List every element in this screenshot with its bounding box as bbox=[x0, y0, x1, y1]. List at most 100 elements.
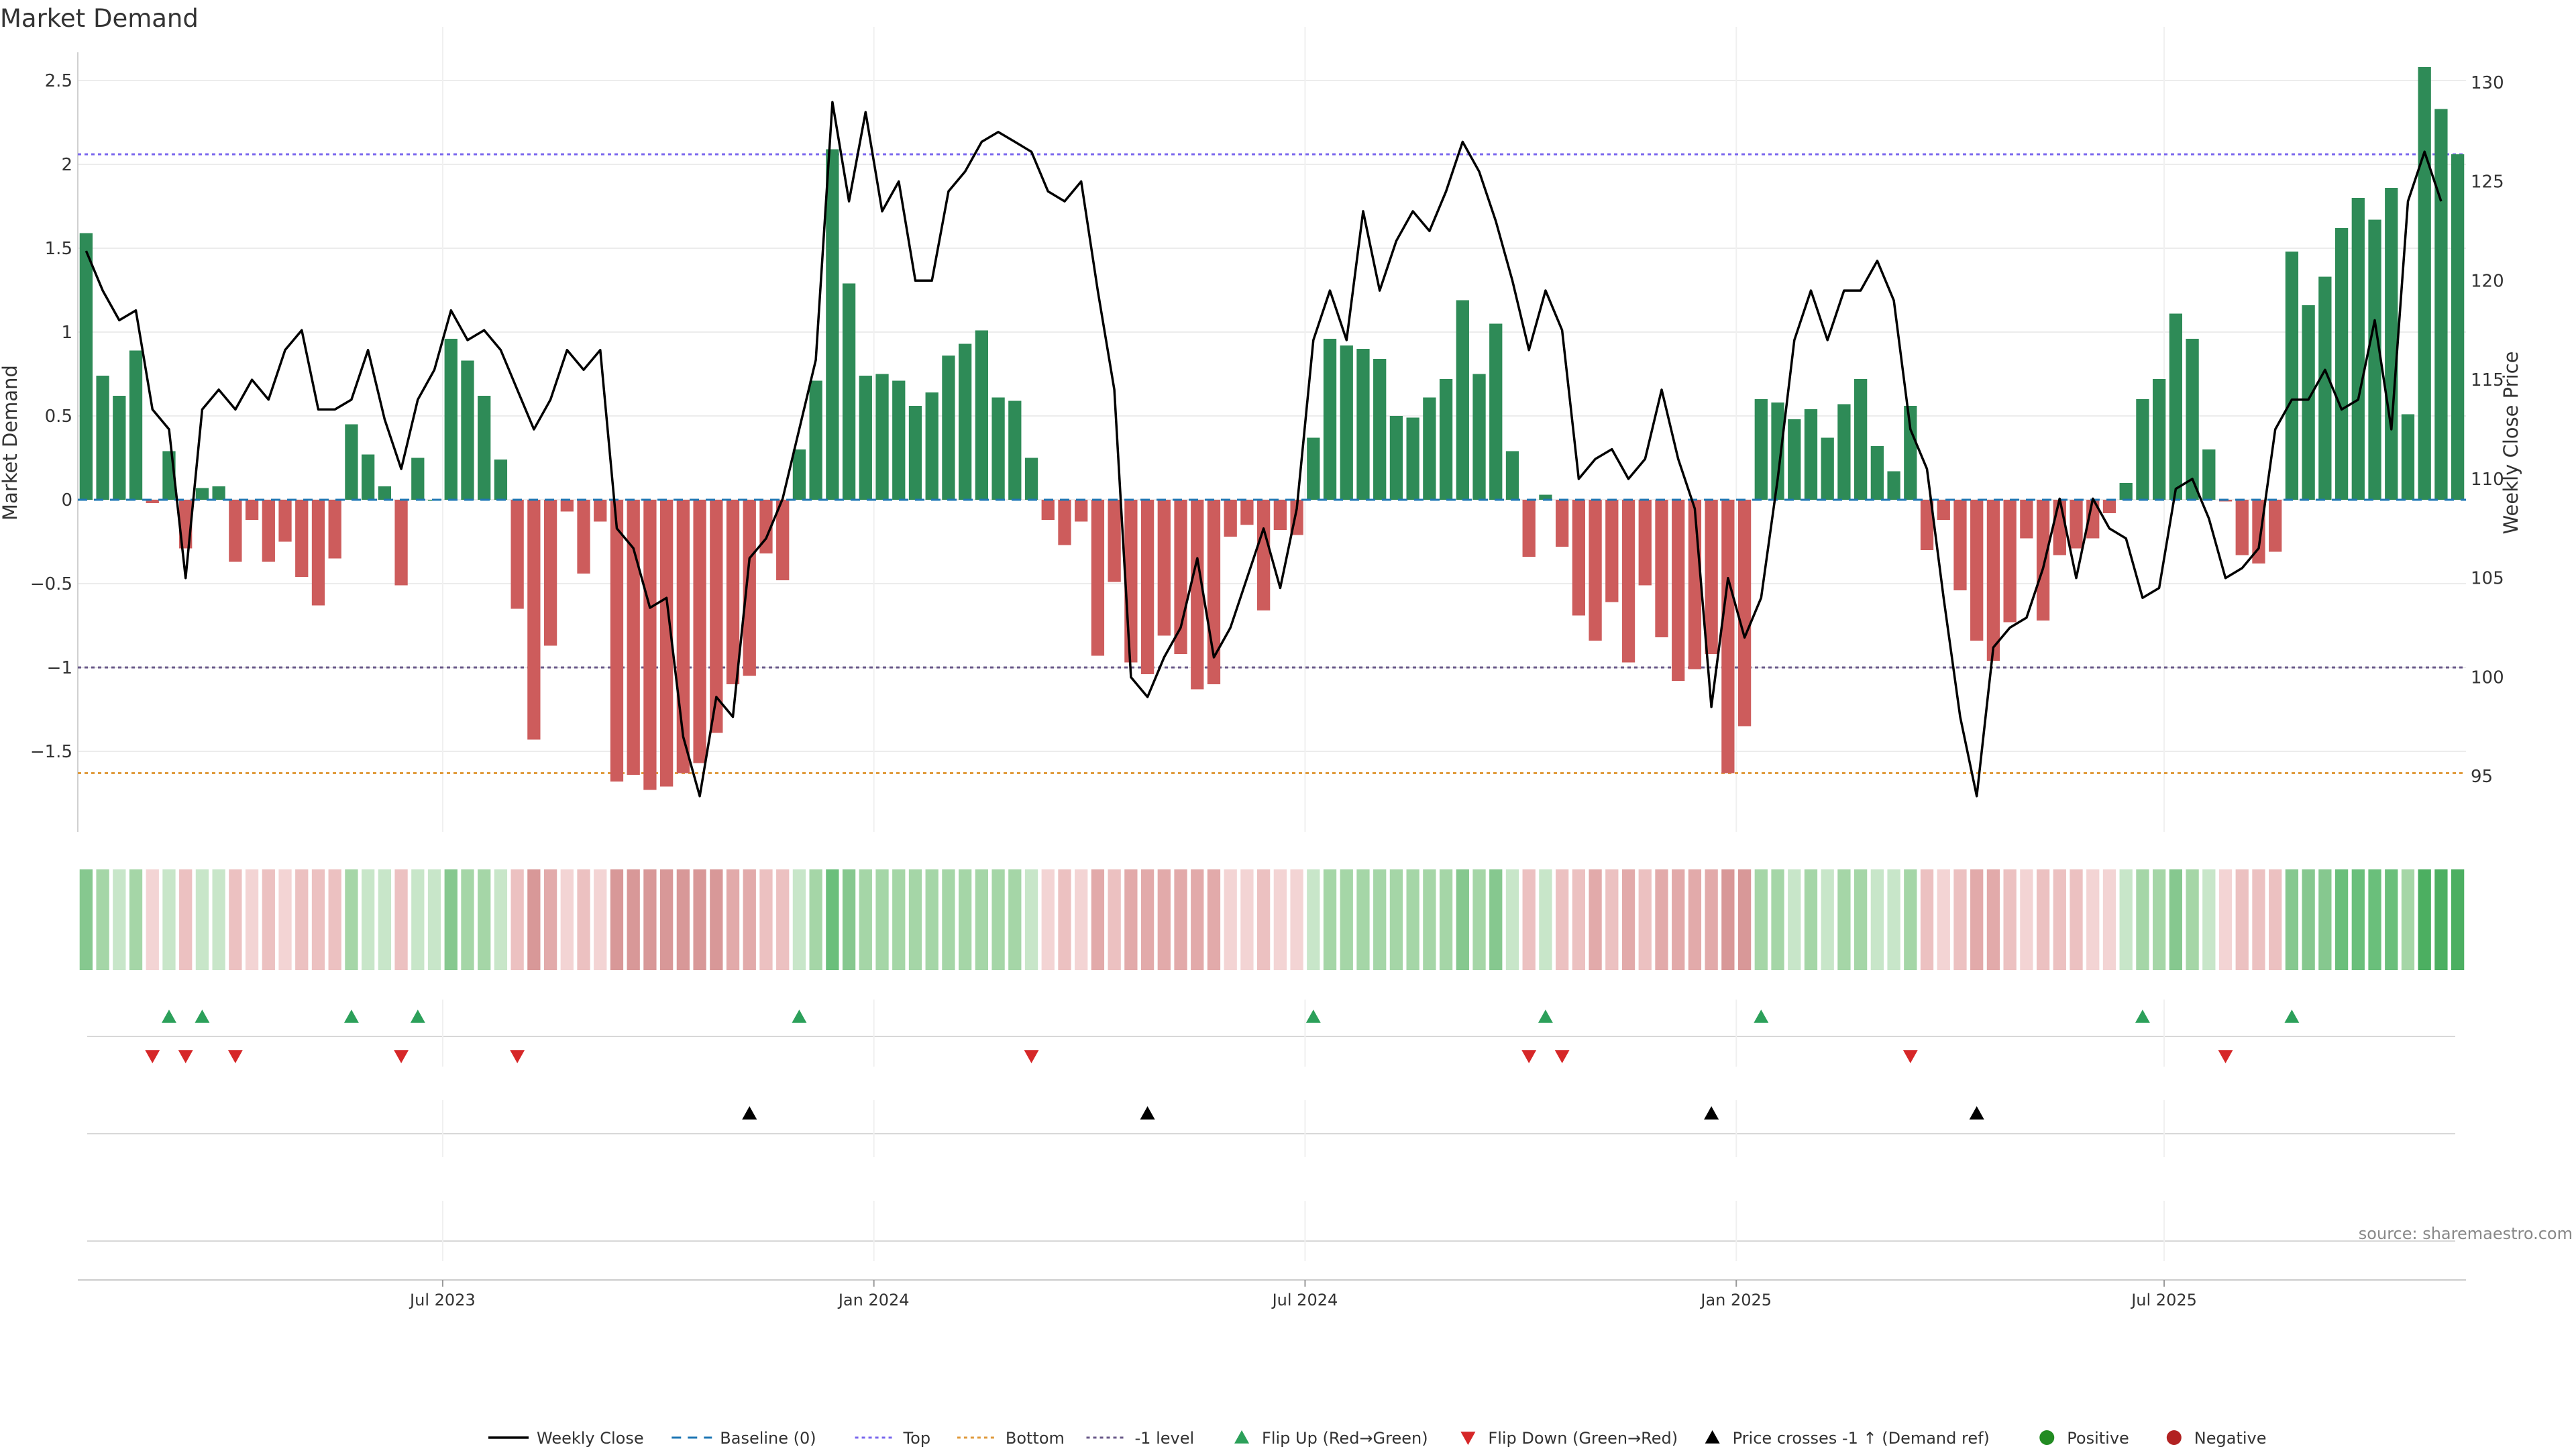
demand-bar bbox=[2070, 500, 2083, 549]
heat-cell bbox=[378, 869, 392, 970]
flip-down-marker bbox=[145, 1050, 160, 1063]
flip-down-marker bbox=[178, 1050, 193, 1063]
heat-cell bbox=[2218, 869, 2233, 970]
demand-bar bbox=[129, 350, 143, 500]
heat-cell bbox=[594, 869, 607, 970]
demand-bar bbox=[643, 500, 657, 790]
demand-bar bbox=[1522, 500, 1536, 557]
demand-bar bbox=[1456, 300, 1469, 500]
demand-bar bbox=[1737, 500, 1752, 727]
heat-cell bbox=[2318, 869, 2332, 970]
legend-negative-label: Negative bbox=[2194, 1429, 2267, 1448]
heat-cell bbox=[610, 869, 624, 970]
demand-bar bbox=[361, 454, 375, 500]
heat-cell bbox=[792, 869, 806, 970]
heat-cell bbox=[2269, 869, 2282, 970]
heat-cell bbox=[1373, 869, 1387, 970]
heat-cell bbox=[643, 869, 657, 970]
heat-cell bbox=[676, 869, 690, 970]
heat-cell bbox=[2451, 869, 2465, 970]
demand-bar bbox=[958, 343, 972, 500]
demand-bar bbox=[1572, 500, 1586, 616]
legend-price-cross-label: Price crosses -1 ↑ (Demand ref) bbox=[1733, 1429, 1990, 1448]
demand-bar bbox=[2351, 198, 2365, 500]
y2-tick-label: 105 bbox=[2471, 569, 2504, 589]
flip-down-marker bbox=[2218, 1050, 2233, 1063]
demand-bar bbox=[726, 500, 740, 684]
demand-bar bbox=[1472, 374, 1486, 500]
heat-cell bbox=[1539, 869, 1552, 970]
demand-bar bbox=[2401, 414, 2415, 500]
demand-bar bbox=[842, 283, 856, 500]
y-tick-label: −1 bbox=[47, 658, 72, 678]
heat-cell bbox=[875, 869, 889, 970]
y-tick-label: 1.5 bbox=[45, 239, 72, 259]
demand-bar bbox=[2285, 252, 2299, 500]
heat-cell bbox=[1174, 869, 1187, 970]
demand-bar bbox=[79, 233, 93, 500]
demand-bar bbox=[627, 500, 640, 775]
demand-bar bbox=[1340, 345, 1353, 500]
flip-down-marker bbox=[227, 1050, 243, 1063]
heat-cell bbox=[2434, 869, 2448, 970]
demand-bar bbox=[2418, 67, 2431, 500]
demand-bar bbox=[1191, 500, 1204, 690]
heat-cell bbox=[1124, 869, 1138, 970]
demand-bar bbox=[543, 500, 557, 646]
demand-bar bbox=[2385, 188, 2398, 500]
demand-bar bbox=[527, 500, 541, 740]
demand-bar bbox=[743, 500, 756, 676]
heat-cell bbox=[361, 869, 375, 970]
demand-bar bbox=[1887, 471, 1900, 500]
heat-cell bbox=[1240, 869, 1254, 970]
heat-cell bbox=[543, 869, 557, 970]
heat-strip bbox=[79, 869, 2465, 970]
heat-cell bbox=[278, 869, 292, 970]
y-tick-label: 0 bbox=[61, 490, 72, 511]
demand-bar bbox=[1688, 500, 1702, 669]
demand-bar bbox=[1986, 500, 2000, 661]
heat-cell bbox=[2368, 869, 2381, 970]
heat-cell bbox=[1140, 869, 1155, 970]
flip-up-marker bbox=[1305, 1010, 1321, 1023]
heat-cell bbox=[1986, 869, 2000, 970]
demand-bar bbox=[1555, 500, 1569, 547]
demand-bar bbox=[494, 460, 508, 500]
demand-bar bbox=[1621, 500, 1635, 663]
heat-cell bbox=[1821, 869, 1834, 970]
heat-cell bbox=[511, 869, 524, 970]
demand-bar bbox=[1837, 404, 1851, 500]
y2-tick-label: 115 bbox=[2471, 370, 2504, 390]
demand-bar bbox=[245, 500, 259, 520]
demand-bar bbox=[1638, 500, 1652, 586]
legend-negative-dot bbox=[2166, 1430, 2182, 1445]
heat-cell bbox=[975, 869, 989, 970]
heat-cell bbox=[1655, 869, 1668, 970]
heat-cell bbox=[1771, 869, 1784, 970]
demand-bar bbox=[1307, 437, 1320, 500]
heat-cell bbox=[1075, 869, 1088, 970]
heat-cell bbox=[776, 869, 790, 970]
heat-cell bbox=[908, 869, 922, 970]
heat-cell bbox=[229, 869, 242, 970]
heat-cell bbox=[1572, 869, 1586, 970]
flip-down-marker bbox=[510, 1050, 525, 1063]
heat-cell bbox=[1754, 869, 1768, 970]
demand-bar bbox=[2235, 500, 2249, 555]
demand-bar bbox=[1672, 500, 1685, 681]
demand-bar bbox=[1058, 500, 1071, 545]
heat-cell bbox=[179, 869, 193, 970]
heat-cell bbox=[96, 869, 109, 970]
heat-cell bbox=[1207, 869, 1221, 970]
demand-bar bbox=[311, 500, 325, 606]
main-grid bbox=[77, 27, 2466, 832]
flip-up-marker bbox=[343, 1010, 359, 1023]
heat-cell bbox=[195, 869, 209, 970]
heat-cell bbox=[1356, 869, 1370, 970]
heat-cell bbox=[1157, 869, 1171, 970]
demand-bar bbox=[378, 486, 392, 500]
demand-bar bbox=[2269, 500, 2282, 552]
demand-bar bbox=[610, 500, 624, 782]
demand-bar bbox=[2186, 339, 2199, 500]
heat-cell bbox=[162, 869, 176, 970]
